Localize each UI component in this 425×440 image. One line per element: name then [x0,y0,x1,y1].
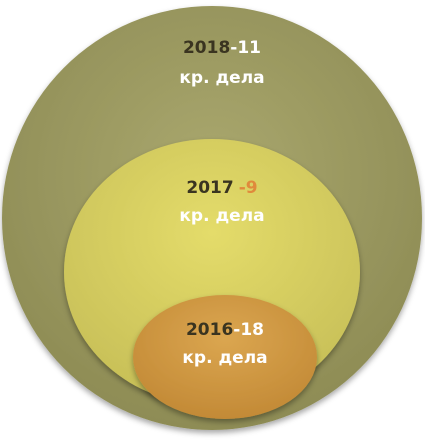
count: -11 [230,38,261,58]
outer-title: 2018-11 [183,38,261,58]
outer-label: кр. дела [179,68,264,88]
year: 2016 [186,320,233,340]
count: -18 [233,320,264,340]
count: -9 [239,178,258,198]
inner-title: 2016-18 [186,320,264,340]
inner-label: кр. дела [182,348,267,368]
middle-title: 2017 -9 [186,178,257,198]
year: 2017 [186,178,233,198]
year: 2018 [183,38,230,58]
inner-circle [133,295,317,419]
middle-label: кр. дела [179,206,264,226]
